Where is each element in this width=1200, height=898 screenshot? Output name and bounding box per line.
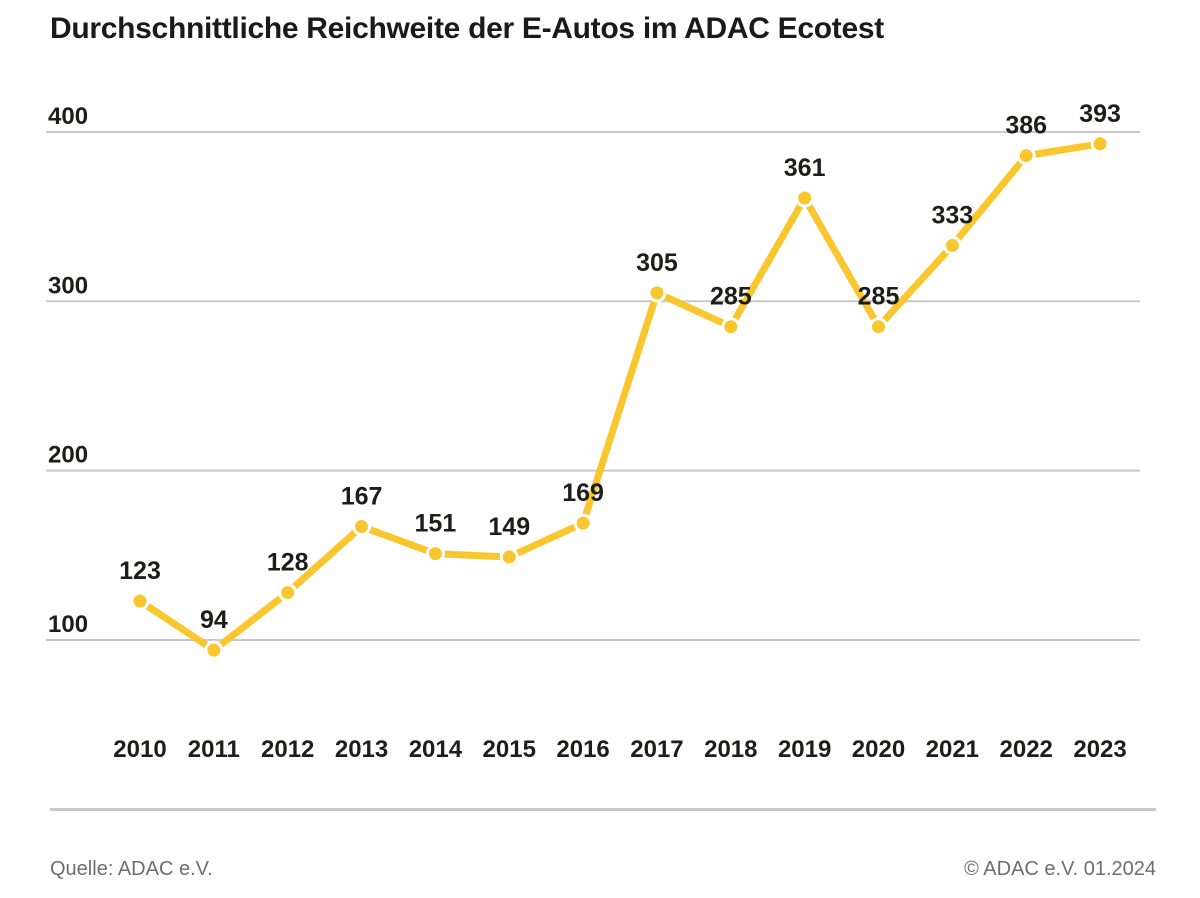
footer-divider (50, 808, 1156, 811)
data-point (869, 317, 888, 337)
source-note: Quelle: ADAC e.V. (50, 858, 213, 880)
data-point-label: 393 (1079, 100, 1121, 128)
x-tick-label: 2017 (630, 736, 683, 763)
x-tick-label: 2014 (409, 736, 463, 763)
data-point (721, 317, 741, 337)
data-line (136, 140, 1104, 655)
data-point-label: 123 (119, 557, 161, 585)
x-tick-label: 2019 (778, 736, 831, 763)
data-point-label: 361 (784, 154, 826, 182)
data-point-label: 169 (562, 479, 604, 507)
x-tick-label: 2011 (188, 736, 240, 763)
data-point-label: 305 (636, 249, 678, 277)
data-point (573, 513, 593, 533)
data-point (942, 235, 962, 255)
chart-title: Durchschnittliche Reichweite der E-Autos… (50, 12, 884, 45)
x-tick-label: 2012 (261, 736, 314, 763)
data-point-label: 285 (858, 283, 900, 311)
x-tick-label: 2021 (926, 736, 979, 763)
x-tick-label: 2010 (113, 736, 166, 763)
copyright-note: © ADAC e.V. 01.2024 (964, 858, 1156, 880)
x-tick-label: 2018 (704, 736, 757, 763)
data-point (130, 591, 150, 611)
data-point-label: 151 (415, 510, 457, 538)
y-tick-label: 200 (48, 442, 88, 469)
data-point-label: 285 (710, 283, 752, 311)
data-point-label: 333 (931, 201, 973, 229)
x-tick-label: 2013 (335, 736, 388, 763)
data-point (795, 188, 815, 208)
data-point (204, 640, 224, 660)
data-point (1016, 146, 1036, 166)
data-point (278, 583, 298, 603)
x-tick-label: 2016 (556, 736, 609, 763)
data-point (647, 283, 667, 303)
x-tick-label: 2023 (1073, 736, 1126, 763)
data-point-label: 149 (488, 513, 530, 541)
x-tick-label: 2015 (483, 736, 536, 763)
line-chart: 100 200 300 400 123 94 128 167 151 149 169 305 285 36… (46, 100, 1140, 763)
data-point-label: 94 (200, 606, 228, 634)
y-tick-label: 100 (48, 611, 88, 638)
data-point (425, 544, 445, 564)
y-tick-label: 300 (48, 272, 88, 299)
data-point (1090, 134, 1110, 154)
data-point-label: 386 (1005, 112, 1047, 140)
data-point-label: 128 (267, 549, 309, 577)
data-point (499, 547, 519, 567)
footer: Quelle: ADAC e.V. © ADAC e.V. 01.2024 (50, 858, 1156, 881)
x-tick-label: 2020 (852, 736, 905, 763)
data-point (352, 517, 372, 537)
y-tick-label: 400 (48, 103, 88, 130)
data-point-label: 167 (341, 483, 383, 511)
x-tick-label: 2022 (1000, 736, 1053, 763)
